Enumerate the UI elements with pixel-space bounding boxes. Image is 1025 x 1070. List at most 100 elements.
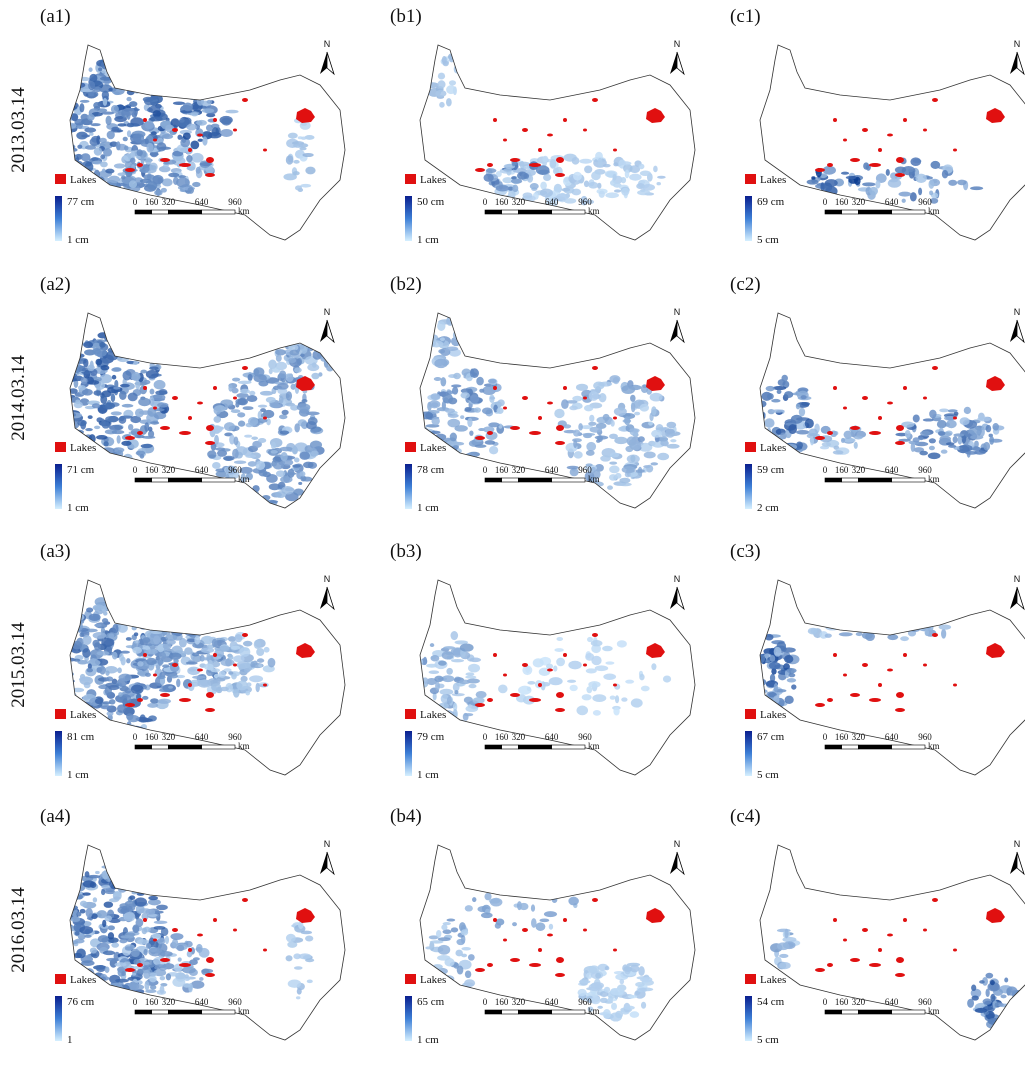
snow-patch bbox=[878, 624, 892, 627]
snow-patch bbox=[149, 163, 158, 171]
lake bbox=[172, 396, 178, 400]
snow-patch bbox=[219, 645, 230, 652]
snow-patch bbox=[206, 124, 213, 131]
snow-patch bbox=[94, 624, 101, 627]
lakes-swatch bbox=[55, 442, 66, 452]
snow-patch bbox=[118, 60, 124, 63]
north-arrow bbox=[1010, 52, 1017, 74]
snow-patch bbox=[112, 430, 125, 434]
snow-patch bbox=[75, 375, 82, 378]
snow-patch bbox=[556, 658, 565, 667]
snow-patch bbox=[242, 485, 247, 489]
lake bbox=[932, 898, 938, 902]
scale-segment bbox=[552, 210, 585, 214]
lake bbox=[160, 158, 170, 162]
lake bbox=[206, 157, 214, 163]
snow-patch bbox=[145, 673, 151, 677]
snow-patch bbox=[188, 983, 193, 993]
snow-patch bbox=[66, 160, 80, 169]
snow-patch bbox=[129, 981, 136, 990]
snow-patch bbox=[87, 954, 91, 960]
snow-patch bbox=[862, 182, 875, 186]
snow-patch bbox=[96, 719, 109, 725]
snow-patch bbox=[279, 396, 284, 404]
map-panel: (a1)Lakes77 cm1 cm0160320640960kmN bbox=[40, 6, 345, 246]
snow-patch bbox=[99, 666, 106, 675]
scale-segment bbox=[825, 210, 842, 214]
snow-patch bbox=[244, 435, 252, 438]
snow-patch bbox=[220, 129, 233, 137]
scale-segment bbox=[135, 745, 152, 749]
lake bbox=[592, 898, 598, 902]
lake bbox=[613, 417, 617, 420]
snow-patch bbox=[796, 430, 809, 434]
snow-patch bbox=[176, 679, 180, 688]
snow-patch bbox=[617, 640, 627, 647]
snow-patch bbox=[300, 184, 311, 188]
snow-patch bbox=[106, 730, 117, 737]
lake bbox=[932, 98, 938, 102]
lake bbox=[487, 963, 493, 967]
lakes-label: Lakes bbox=[760, 974, 786, 986]
map-panel: (c4)Lakes54 cm5 cm0160320640960kmN bbox=[730, 806, 1025, 1046]
snow-patch bbox=[519, 903, 528, 910]
snow-patch bbox=[95, 698, 103, 704]
snow-patch bbox=[97, 651, 110, 656]
lake bbox=[137, 163, 143, 167]
snow-patch bbox=[120, 595, 125, 603]
snow-patch bbox=[670, 439, 676, 442]
snow-patch bbox=[117, 173, 125, 177]
snow-patch bbox=[124, 912, 136, 922]
snow-patch bbox=[569, 406, 578, 411]
lake bbox=[895, 173, 905, 177]
snow-patch bbox=[239, 647, 250, 657]
north-arrow bbox=[1010, 320, 1017, 342]
panel-label: (b4) bbox=[390, 806, 422, 827]
snow-patch bbox=[140, 454, 144, 459]
snow-patch bbox=[465, 705, 478, 712]
lake bbox=[583, 397, 587, 400]
snow-patch bbox=[131, 372, 140, 381]
snow-patch bbox=[543, 174, 551, 181]
snow-patch bbox=[144, 351, 150, 356]
snow-patch bbox=[109, 861, 115, 868]
snow-patch bbox=[430, 643, 434, 647]
lake bbox=[206, 425, 214, 431]
lake bbox=[538, 416, 542, 420]
snow-patch bbox=[459, 680, 471, 685]
snow-patch bbox=[92, 403, 100, 408]
snow-patch bbox=[187, 124, 197, 131]
snow-patch bbox=[196, 167, 201, 174]
lake bbox=[547, 134, 553, 137]
snow-patch bbox=[228, 654, 233, 660]
scale-segment bbox=[485, 745, 502, 749]
snow-patch bbox=[225, 110, 238, 114]
scale-tick-label: 0 bbox=[483, 465, 488, 475]
snow-patch bbox=[631, 698, 643, 707]
snow-patch bbox=[280, 431, 289, 435]
snow-patch bbox=[452, 387, 458, 395]
snow-patch bbox=[799, 408, 805, 417]
snow-patch bbox=[99, 138, 107, 143]
snow-patch bbox=[132, 973, 136, 976]
scale-unit: km bbox=[238, 474, 250, 484]
snow-patch bbox=[774, 683, 778, 692]
snow-patch bbox=[644, 452, 656, 459]
snow-patch bbox=[147, 143, 154, 153]
snow-patch bbox=[157, 675, 166, 679]
snow-patch bbox=[1010, 999, 1017, 1008]
lake bbox=[503, 407, 507, 410]
snow-patch bbox=[554, 409, 564, 418]
snow-patch bbox=[286, 391, 292, 400]
scale-tick-label: 160 bbox=[835, 197, 849, 207]
snow-patch bbox=[911, 442, 915, 452]
snow-patch bbox=[437, 80, 445, 88]
snow-patch bbox=[106, 62, 113, 69]
snow-patch bbox=[788, 424, 797, 434]
snow-patch bbox=[115, 962, 127, 966]
snow-patch bbox=[150, 698, 159, 703]
snow-patch bbox=[97, 983, 110, 993]
snow-patch bbox=[251, 436, 258, 439]
snow-patch bbox=[108, 633, 114, 638]
snow-patch bbox=[589, 415, 594, 422]
